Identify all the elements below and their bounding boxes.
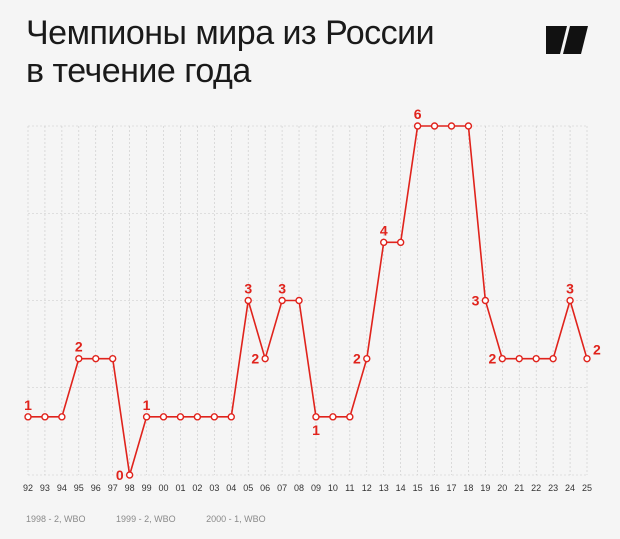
x-tick-label: 17: [446, 483, 456, 493]
data-point: [549, 354, 557, 363]
data-label: 2: [251, 351, 259, 367]
data-point: [464, 122, 473, 130]
x-tick-label: 96: [91, 483, 101, 493]
chart-title: Чемпионы мира из России в течение года: [26, 14, 526, 90]
x-tick-label: 00: [159, 483, 169, 493]
x-tick-label: 99: [142, 483, 152, 493]
data-point: [396, 238, 405, 247]
chart-grid: [27, 125, 588, 476]
data-point: [346, 413, 354, 421]
series-line: [28, 125, 588, 476]
data-point: [244, 296, 252, 305]
x-tick-label: 13: [379, 483, 389, 493]
x-tick-label: 08: [294, 483, 304, 493]
data-point: [583, 354, 591, 363]
x-tick-label: 04: [226, 483, 236, 493]
data-label: 3: [244, 281, 252, 297]
data-point: [380, 238, 388, 247]
data-label: 2: [75, 339, 83, 355]
data-point: [295, 296, 303, 305]
x-tick-label: 94: [57, 483, 67, 493]
x-tick-label: 21: [514, 483, 524, 493]
x-tick-label: 97: [108, 483, 118, 493]
data-label: 4: [380, 222, 388, 238]
footnote-2000: 2000 - 1, WBO: [206, 514, 266, 524]
x-tick-label: 22: [531, 483, 541, 493]
data-label: 1: [24, 397, 32, 413]
data-point: [24, 413, 32, 421]
x-tick-label: 20: [497, 483, 507, 493]
data-point: [193, 413, 202, 421]
footnotes: 1998 - 2, WBO 1999 - 2, WBO 2000 - 1, WB…: [26, 514, 294, 524]
x-tick-label: 07: [277, 483, 287, 493]
x-tick-label: 93: [40, 483, 50, 493]
x-tick-label: 16: [430, 483, 440, 493]
data-point: [498, 354, 507, 363]
footnote-1998: 1998 - 2, WBO: [26, 514, 86, 524]
data-point: [125, 471, 134, 479]
x-tick-label: 24: [565, 483, 575, 493]
publisher-logo-icon: [546, 26, 588, 54]
data-point: [75, 354, 83, 363]
data-point: [447, 122, 456, 130]
x-tick-label: 95: [74, 483, 84, 493]
x-tick-label: 06: [260, 483, 270, 493]
data-point: [41, 413, 49, 421]
x-tick-label: 05: [243, 483, 253, 493]
x-tick-label: 18: [463, 483, 473, 493]
x-tick-label: 10: [328, 483, 338, 493]
data-point: [532, 354, 540, 363]
data-label: 2: [593, 342, 601, 358]
x-tick-label: 23: [548, 483, 558, 493]
x-tick-label: 11: [345, 483, 354, 493]
x-tick-label: 92: [23, 483, 33, 493]
data-point: [481, 296, 490, 305]
footnote-1999: 1999 - 2, WBO: [116, 514, 176, 524]
data-point: [58, 413, 66, 421]
x-tick-label: 12: [362, 483, 372, 493]
data-point: [210, 413, 219, 421]
x-tick-label: 03: [209, 483, 219, 493]
data-point: [108, 354, 117, 363]
data-label: 1: [143, 397, 151, 413]
x-tick-label: 01: [175, 483, 185, 493]
data-label: 3: [566, 281, 574, 297]
data-label: 2: [489, 351, 497, 367]
data-point: [261, 354, 269, 363]
data-label: 2: [353, 351, 361, 367]
x-tick-label: 25: [582, 483, 592, 493]
data-point: [413, 122, 422, 130]
data-point: [159, 413, 168, 421]
data-labels: 1 2 0 1 3 2 3 1 2 4 6 3 2 3 2: [24, 106, 601, 483]
x-tick-label: 02: [192, 483, 202, 493]
data-point: [566, 296, 574, 305]
x-tick-label: 19: [480, 483, 490, 493]
data-point: [329, 413, 337, 421]
x-tick-label: 14: [396, 483, 406, 493]
data-point: [92, 354, 100, 363]
x-tick-label: 09: [311, 483, 321, 493]
x-tick-label: 98: [125, 483, 135, 493]
data-label: 3: [278, 281, 286, 297]
data-point: [363, 354, 371, 363]
title-line-2: в течение года: [26, 52, 251, 90]
data-point: [430, 122, 439, 130]
x-axis-ticks: 92 93 94 95 96 97 98 99 00 01 02 03 04 05 06 07 08 09 10 11…: [23, 483, 592, 493]
data-label: 0: [116, 467, 124, 483]
title-line-1: Чемпионы мира из России: [26, 14, 435, 52]
data-point: [515, 354, 523, 363]
data-point: [142, 413, 151, 421]
data-label: 3: [472, 293, 480, 309]
data-label: 6: [414, 106, 422, 122]
data-point: [312, 413, 320, 421]
data-point: [176, 413, 185, 421]
data-point: [278, 296, 286, 305]
series-points: [24, 122, 591, 479]
data-label: 1: [312, 422, 320, 438]
x-tick-label: 15: [413, 483, 423, 493]
data-point: [227, 413, 235, 421]
